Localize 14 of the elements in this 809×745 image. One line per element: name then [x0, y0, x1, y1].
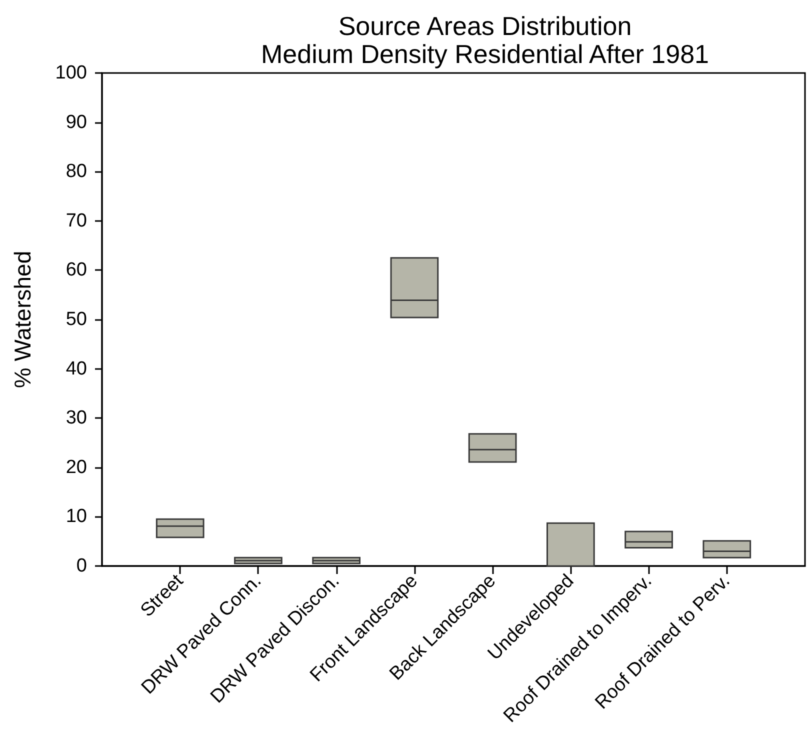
chart-title: Source Areas Distribution: [338, 11, 632, 41]
y-tick-label: 100: [55, 62, 87, 84]
y-tick-label: 20: [66, 456, 87, 478]
y-tick-label: 0: [76, 556, 87, 576]
y-tick-label: 40: [66, 358, 87, 380]
y-tick-label: 90: [66, 112, 87, 133]
chart-subtitle: Medium Density Residential After 1981: [260, 39, 710, 69]
y-tick-label: 50: [66, 309, 87, 330]
y-tick-label: 80: [66, 161, 87, 182]
y-tick-label: 60: [66, 260, 87, 281]
y-axis-title: % Watershed: [10, 250, 36, 388]
y-tick-label: 10: [66, 506, 87, 528]
y-tick-label: 30: [66, 408, 87, 429]
y-tick-label: 70: [66, 210, 87, 232]
